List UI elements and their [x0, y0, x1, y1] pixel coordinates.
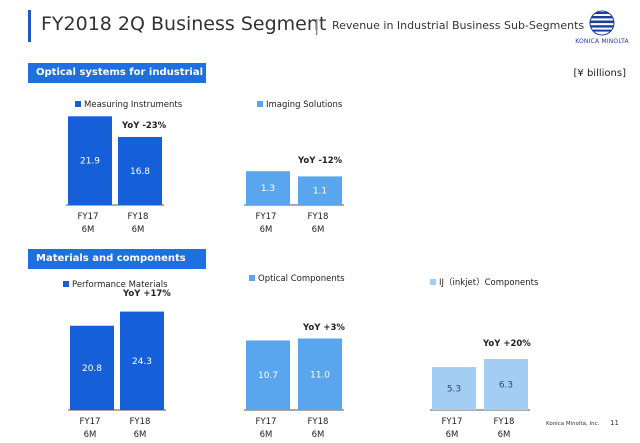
x-tick-period: 6M	[312, 225, 325, 235]
legend-label: Measuring Instruments	[84, 100, 183, 110]
legend-swatch	[257, 101, 263, 107]
bar-value-label: 11.0	[310, 370, 330, 380]
footer-company: Konica Minolta, Inc.	[546, 421, 600, 427]
x-tick-period: 6M	[260, 430, 273, 440]
bar-value-label: 20.8	[82, 364, 102, 374]
x-tick-label: FY18	[308, 212, 329, 222]
bar-value-label: 1.1	[313, 187, 327, 197]
page-number: 11	[610, 419, 619, 427]
legend-swatch	[249, 275, 255, 281]
x-tick-label: FY17	[442, 417, 463, 427]
company-logo: KONICA MINOLTA	[574, 8, 630, 48]
bar	[484, 358, 528, 410]
yoy-label: YoY +17%	[122, 289, 171, 299]
bar	[246, 171, 290, 205]
yoy-label: YoY -12%	[297, 156, 343, 166]
bar	[298, 176, 342, 205]
bar-value-label: 5.3	[447, 385, 461, 395]
bar-value-label: 21.9	[80, 157, 100, 167]
page-subtitle: Revenue in Industrial Business Sub-Segme…	[332, 19, 585, 32]
bar	[118, 136, 162, 205]
bar-value-label: 6.3	[499, 380, 513, 390]
x-tick-label: FY17	[256, 212, 277, 222]
x-tick-period: 6M	[82, 225, 95, 235]
x-tick-label: FY17	[78, 212, 99, 222]
unit-label: [¥ billions]	[573, 68, 626, 79]
x-tick-label: FY18	[308, 417, 329, 427]
x-tick-period: 6M	[312, 430, 325, 440]
x-tick-label: FY18	[128, 212, 149, 222]
logo-globe-icon	[589, 10, 615, 36]
x-tick-label: FY17	[256, 417, 277, 427]
x-tick-period: 6M	[446, 430, 459, 440]
legend-label: IJ（inkjet）Components	[439, 277, 539, 288]
section-banner-materials: Materials and components	[28, 249, 206, 269]
x-tick-label: FY18	[130, 417, 151, 427]
x-tick-period: 6M	[260, 225, 273, 235]
legend-swatch	[63, 281, 69, 287]
bar	[246, 340, 290, 410]
x-tick-period: 6M	[84, 430, 97, 440]
bar-value-label: 1.3	[261, 184, 275, 194]
x-tick-period: 6M	[132, 225, 145, 235]
bar-value-label: 24.3	[132, 357, 152, 367]
legend-label: Imaging Solutions	[266, 100, 343, 110]
bar	[432, 367, 476, 410]
title-bar: FY2018 2Q Business Segment | Revenue in …	[28, 10, 584, 42]
x-tick-label: FY18	[494, 417, 515, 427]
bar	[70, 325, 114, 410]
x-tick-label: FY17	[80, 417, 101, 427]
legend-label: Optical Components	[258, 274, 345, 284]
yoy-label: YoY +3%	[302, 323, 345, 333]
bar	[298, 338, 342, 410]
legend-swatch	[430, 279, 436, 285]
bar	[120, 311, 164, 410]
bar-value-label: 10.7	[258, 371, 278, 381]
title-separator: |	[314, 16, 320, 35]
yoy-label: YoY -23%	[121, 121, 167, 131]
bar-value-label: 16.8	[130, 167, 150, 177]
x-tick-period: 6M	[134, 430, 147, 440]
legend-swatch	[75, 101, 81, 107]
x-tick-period: 6M	[498, 430, 511, 440]
page-title: FY2018 2Q Business Segment	[41, 13, 327, 35]
bar	[68, 116, 112, 205]
section-banner-optical: Optical systems for industrial use	[28, 63, 226, 83]
legend-label: Performance Materials	[72, 280, 168, 290]
logo-wordmark: KONICA MINOLTA	[575, 38, 629, 45]
yoy-label: YoY +20%	[482, 339, 531, 349]
